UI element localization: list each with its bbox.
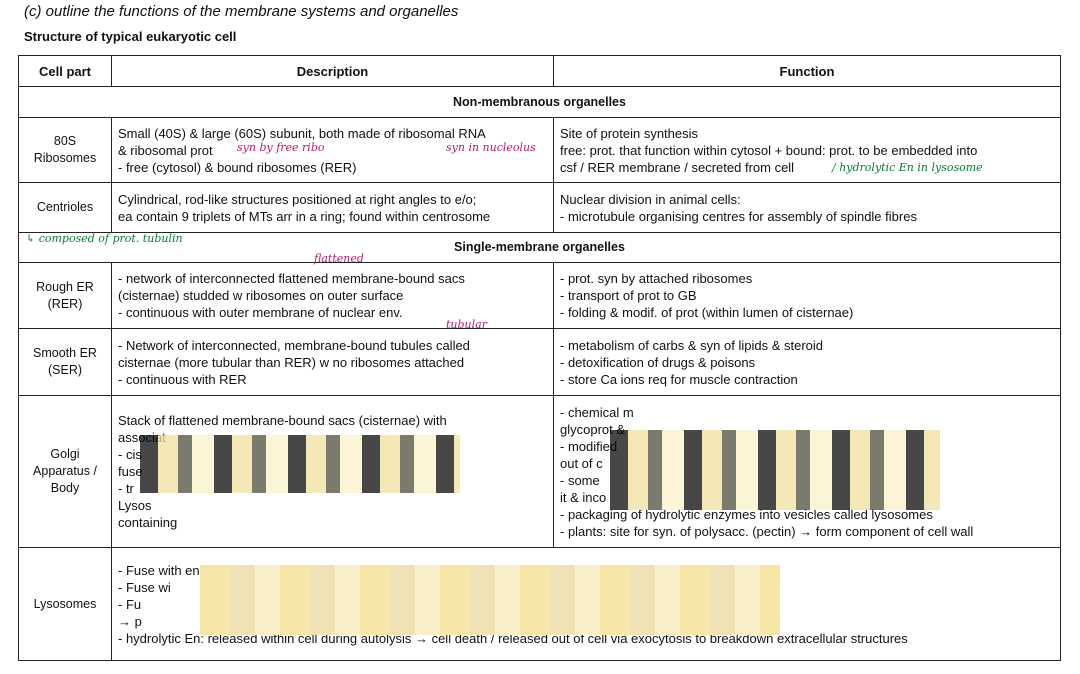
cell-line: Apparatus / <box>33 464 97 478</box>
cell-line: - store Ca ions req for muscle contracti… <box>560 371 798 387</box>
cell-line: - some <box>560 472 600 488</box>
annotation: syn in nucleolus <box>446 141 536 154</box>
annotation: syn by free ribo <box>237 141 325 154</box>
cell-line: (RER) <box>47 296 83 311</box>
cell-line: - plants: site for syn. of polysacc. (pe… <box>560 523 974 539</box>
cell-description: Cylindrical, rod-like structures positio… <box>111 182 554 233</box>
cell-description: - Network of interconnected, membrane-bo… <box>111 328 554 396</box>
cell-line: ea contain 9 triplets of MTs arr in a ri… <box>118 208 491 224</box>
cell-line: - microtubule organising centres for ass… <box>560 208 917 224</box>
cell-line: Smooth ER <box>33 346 97 360</box>
cell-line: csf / RER membrane / secreted from cell <box>560 159 795 175</box>
cell-function: - metabolism of carbs & syn of lipids & … <box>553 328 1061 396</box>
cell-line: Small (40S) & large (60S) subunit, both … <box>118 125 486 141</box>
annotation: ↳ composed of prot. tubulin <box>26 232 183 245</box>
organelle-row: Centrioles Cylindrical, rod-like structur… <box>18 182 1061 233</box>
annotation: tubular <box>446 318 487 331</box>
header-row: Cell part Description Function <box>18 55 1061 87</box>
cell-line: Centrioles <box>36 200 94 214</box>
cell-line: Rough ER <box>36 279 94 294</box>
cell-line: - transport of prot to GB <box>560 288 697 303</box>
section-label: Non-membranous organelles <box>18 86 1061 118</box>
annotation: flattened <box>314 252 364 265</box>
cell-line: - chemical m <box>560 404 634 420</box>
cell-line: & ribosomal prot <box>118 142 213 158</box>
cell-part: Lysosomes <box>18 547 112 661</box>
cell-line: Site of protein synthesis <box>560 125 699 141</box>
cell-line: - prot. syn by attached ribosomes <box>560 271 753 286</box>
cell-line: containing <box>118 515 178 530</box>
cell-line: - continuous with outer membrane of nucl… <box>118 305 403 320</box>
cell-line: - tr <box>118 481 134 496</box>
column-header: Cell part <box>18 55 112 87</box>
cell-line: free: prot. that function within cytosol… <box>560 142 978 158</box>
section-row: Non-membranous organelles <box>18 86 1061 118</box>
cell-line: cisternae (more tubular than RER) w no r… <box>118 354 465 370</box>
cell-line: (cisternae) studded w ribosomes on outer… <box>118 288 404 303</box>
cell-line: - cis <box>118 447 142 462</box>
cell-line: fuse <box>118 464 143 479</box>
cell-line: - free (cytosol) & bound ribosomes (RER) <box>118 159 357 175</box>
cell-part: Centrioles <box>18 182 112 233</box>
organelle-row: 80S Ribosomes Small (40S) & large (60S) su… <box>18 117 1061 183</box>
cell-line: Stack of flattened membrane-bound sacs (… <box>118 413 447 428</box>
cell-function: Nuclear division in animal cells: - micro… <box>553 182 1061 233</box>
cell-line: - Fuse wi <box>118 579 171 595</box>
cell-part: 80S Ribosomes <box>18 117 112 183</box>
cell-line: Lysosomes <box>33 596 97 611</box>
cell-line: 80S <box>53 134 77 148</box>
organelle-row: Rough ER (RER) - network of interconnected… <box>18 262 1061 329</box>
cell-line: Lysos <box>118 498 152 513</box>
cell-line: Cylindrical, rod-like structures positio… <box>118 191 477 207</box>
redaction <box>140 435 460 493</box>
redaction <box>610 430 940 510</box>
cell-line: glycoprot & <box>560 421 626 437</box>
cell-line: - network of interconnected flattened me… <box>118 271 465 286</box>
cell-line: - packaging of hydrolytic enzymes into v… <box>560 506 933 522</box>
cell-line: - folding & modif. of prot (within lumen… <box>560 305 854 320</box>
cell-line: - detoxification of drugs & poisons <box>560 354 756 370</box>
cell-line: - Fu <box>118 596 142 612</box>
cell-line: out of c <box>560 455 603 471</box>
subtitle: Structure of typical eukaryotic cell <box>24 29 237 44</box>
cell-line: - Network of interconnected, membrane-bo… <box>118 337 470 353</box>
cell-line: Golgi <box>50 447 80 461</box>
cell-line: Body <box>50 481 80 495</box>
cell-line: - metabolism of carbs & syn of lipids & … <box>560 337 823 353</box>
cell-part: Rough ER (RER) <box>18 262 112 329</box>
cell-function: - prot. syn by attached ribosomes - trans… <box>553 262 1061 329</box>
cell-description: Small (40S) & large (60S) subunit, both … <box>111 117 554 183</box>
annotation: / hydrolytic En in lysosome <box>832 161 983 174</box>
organelle-row: Smooth ER (SER) - Network of interconnecte… <box>18 328 1061 396</box>
redaction <box>200 565 780 635</box>
cell-line: - modified <box>560 438 618 454</box>
cell-line: - continuous with RER <box>118 371 247 387</box>
column-header: Function <box>553 55 1061 87</box>
cell-line: Ribosomes <box>33 151 97 165</box>
cell-description: - network of interconnected flattened me… <box>111 262 554 329</box>
cell-function: Site of protein synthesis free: prot. tha… <box>553 117 1061 183</box>
cell-line: Nuclear division in animal cells: <box>560 191 741 207</box>
column-header: Description <box>111 55 554 87</box>
cell-part: Golgi Apparatus / Body <box>18 395 112 548</box>
cell-part: Smooth ER (SER) <box>18 328 112 396</box>
cell-line: it & inco <box>560 489 607 505</box>
cell-line: (SER) <box>47 363 83 377</box>
section-title: (c) outline the functions of the membran… <box>24 3 459 20</box>
cell-line: → p <box>118 613 142 629</box>
